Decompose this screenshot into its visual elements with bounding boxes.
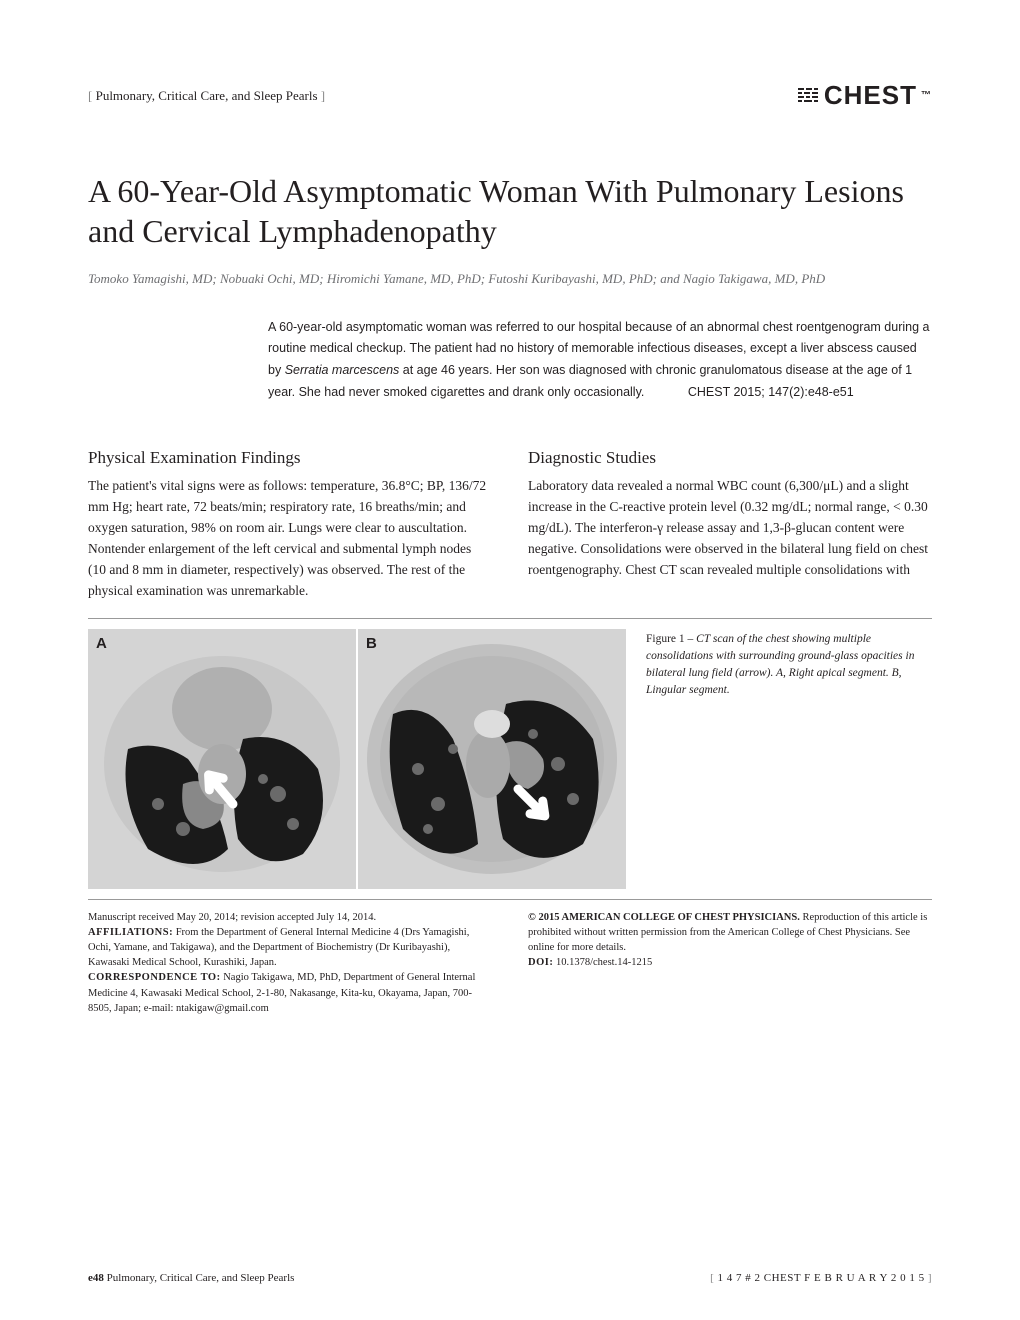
article-footer: Manuscript received May 20, 2014; revisi… [88, 910, 932, 1017]
figure-1: A B [88, 629, 932, 889]
diagnostic-body: Laboratory data revealed a normal WBC co… [528, 476, 932, 581]
figure-caption: Figure 1 – CT scan of the chest showing … [646, 629, 932, 889]
panel-label-b: B [366, 635, 377, 652]
body-columns: Physical Examination Findings The patien… [88, 448, 932, 602]
page-number-left: e48 Pulmonary, Critical Care, and Sleep … [88, 1272, 294, 1284]
chest-logo-icon [796, 84, 820, 108]
article-title: A 60-Year-Old Asymptomatic Woman With Pu… [88, 171, 932, 251]
ct-panel-a: A [88, 629, 356, 889]
journal-brand: CHEST ™ [796, 80, 932, 111]
section-tag: Pulmonary, Critical Care, and Sleep Pear… [88, 88, 325, 104]
physical-exam-heading: Physical Examination Findings [88, 448, 492, 468]
doi: DOI: 10.1378/chest.14-1215 [528, 955, 932, 970]
physical-exam-body: The patient's vital signs were as follow… [88, 476, 492, 602]
left-column: Physical Examination Findings The patien… [88, 448, 492, 602]
page-footer: e48 Pulmonary, Critical Care, and Sleep … [88, 1272, 932, 1284]
correspondence: CORRESPONDENCE TO: Nagio Takigawa, MD, P… [88, 970, 492, 1016]
figure-rule-top [88, 618, 932, 619]
brand-tm: ™ [921, 90, 932, 101]
footer-left: Manuscript received May 20, 2014; revisi… [88, 910, 492, 1017]
right-column: Diagnostic Studies Laboratory data revea… [528, 448, 932, 602]
copyright: © 2015 AMERICAN COLLEGE OF CHEST PHYSICI… [528, 910, 932, 956]
affiliations: AFFILIATIONS: From the Department of Gen… [88, 925, 492, 971]
diagnostic-heading: Diagnostic Studies [528, 448, 932, 468]
ct-image-row: A B [88, 629, 628, 889]
abstract-citation: CHEST 2015; 147(2):e48-e51 [688, 382, 854, 404]
page-header: Pulmonary, Critical Care, and Sleep Pear… [88, 80, 932, 111]
manuscript-dates: Manuscript received May 20, 2014; revisi… [88, 910, 492, 925]
figure-rule-bottom [88, 899, 932, 900]
panel-label-a: A [96, 635, 107, 652]
abstract-italic: Serratia marcescens [285, 363, 400, 377]
author-list: Tomoko Yamagishi, MD; Nobuaki Ochi, MD; … [88, 269, 932, 289]
ct-panel-b: B [358, 629, 626, 889]
footer-right: © 2015 AMERICAN COLLEGE OF CHEST PHYSICI… [528, 910, 932, 1017]
abstract: A 60-year-old asymptomatic woman was ref… [268, 317, 932, 405]
ct-scan-b [358, 629, 626, 889]
ct-scan-a [88, 629, 356, 889]
brand-text: CHEST [824, 80, 917, 111]
page-number-right: 1 4 7 # 2 CHEST F E B R U A R Y 2 0 1 5 [710, 1272, 932, 1284]
figure-number: Figure 1 – [646, 633, 696, 645]
